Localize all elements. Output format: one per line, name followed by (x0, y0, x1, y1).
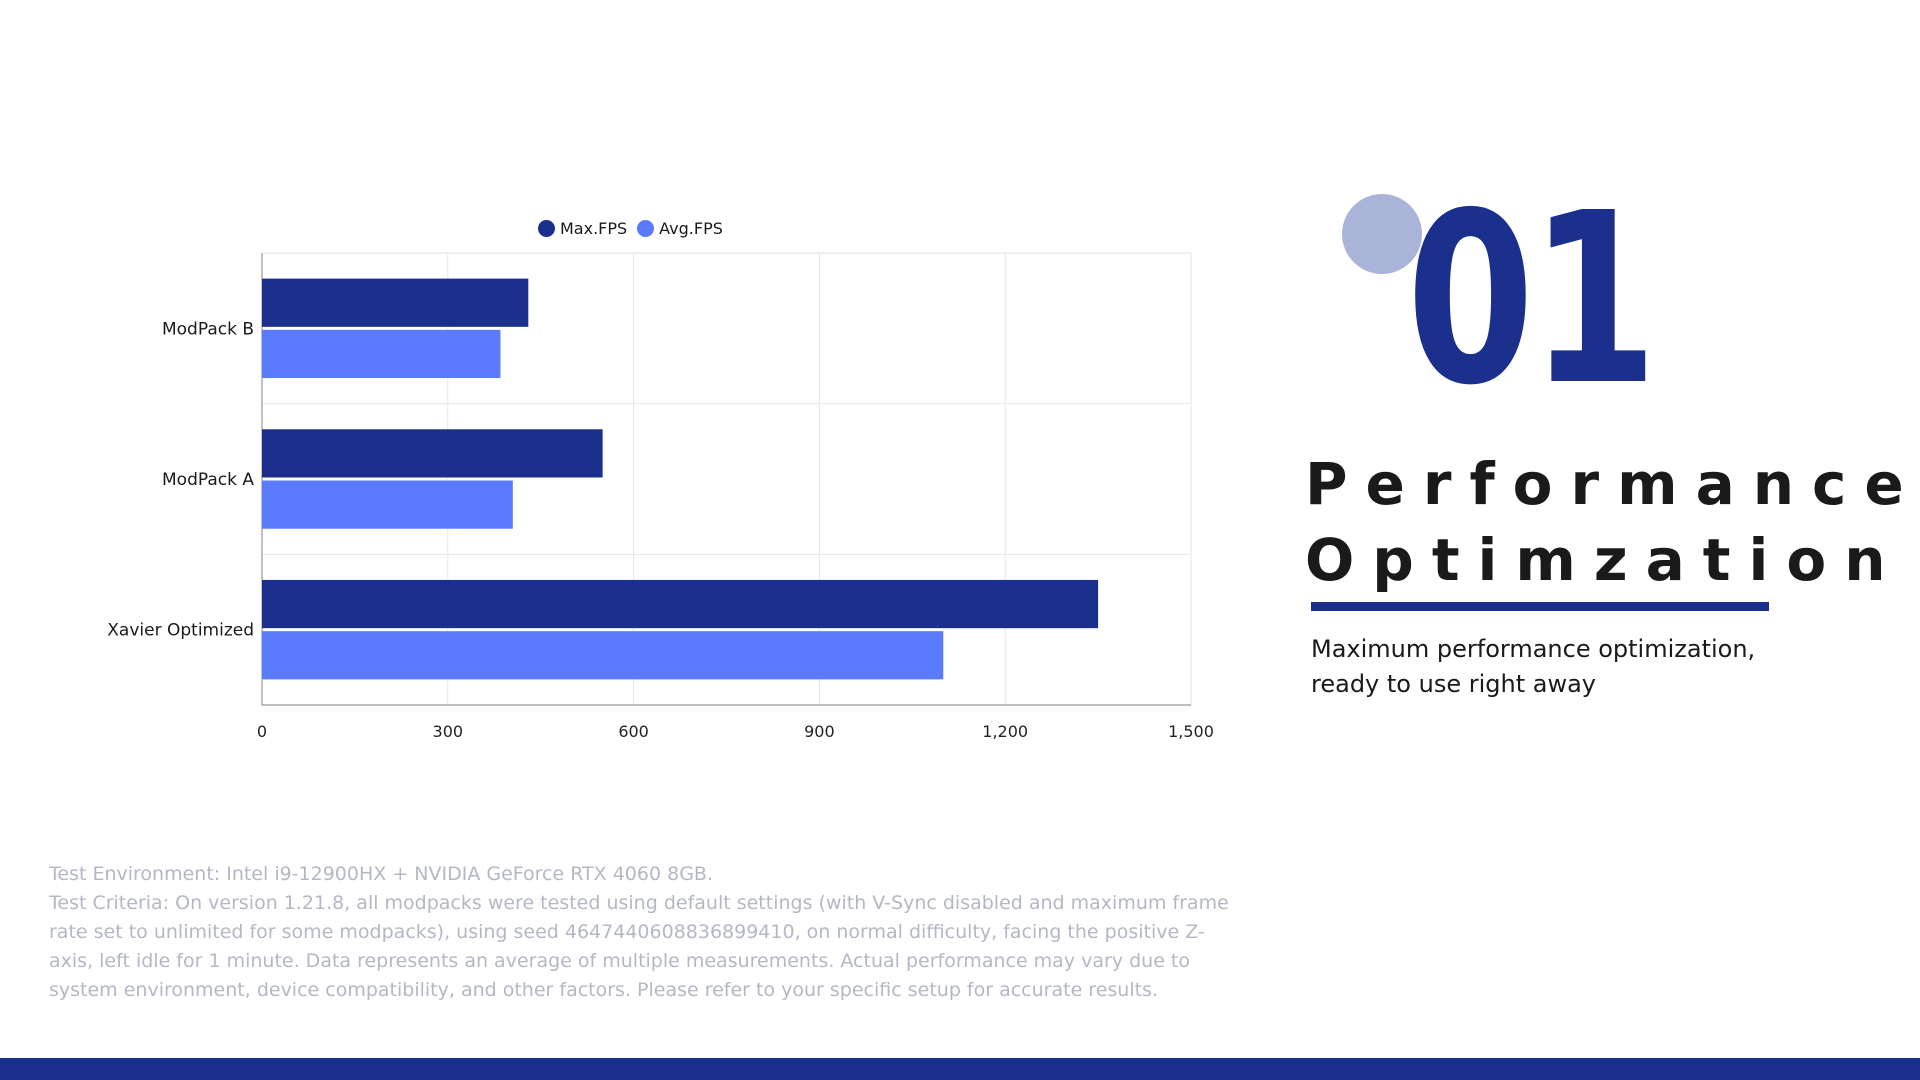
x-tick-label: 300 (433, 722, 464, 741)
y-category-label: ModPack A (162, 470, 254, 490)
bar-avg-fps (262, 631, 944, 680)
legend-item-avg-fps[interactable]: Avg.FPS (637, 219, 723, 238)
chart-bars (262, 278, 1099, 680)
feature-title-line-1: Performance (1305, 450, 1920, 518)
x-tick-label: 0 (257, 722, 267, 741)
chart-grid (261, 252, 1192, 706)
feature-subtitle: Maximum performance optimization, ready … (1311, 632, 1791, 702)
legend-marker-avg-fps (637, 219, 655, 237)
feature-title-line-2: Optimzation (1305, 526, 1904, 594)
x-tick-label: 600 (618, 722, 649, 741)
x-tick-label: 1,500 (1168, 722, 1214, 741)
title-underline (1311, 602, 1769, 611)
x-tick-label: 900 (804, 722, 835, 741)
footnote-environment: Test Environment: Intel i9-12900HX + NVI… (49, 863, 713, 885)
bar-max-fps (262, 429, 603, 478)
x-tick-label: 1,200 (982, 722, 1028, 741)
legend-item-max-fps[interactable]: Max.FPS (538, 219, 627, 238)
y-category-label: ModPack B (162, 319, 254, 339)
chart-legend: Max.FPS Avg.FPS (538, 216, 723, 240)
feature-subtitle-line-1: Maximum performance optimization, (1311, 635, 1756, 663)
bar-max-fps (262, 579, 1099, 629)
legend-label-max-fps: Max.FPS (560, 218, 628, 238)
footnote-criteria: Test Criteria: On version 1.21.8, all mo… (49, 892, 1229, 1001)
legend-marker-max-fps (538, 219, 555, 237)
feature-title: Performance Optimzation (1305, 446, 1904, 598)
y-category-label: Xavier Optimized (107, 621, 254, 641)
decorative-circle (1342, 194, 1422, 274)
fps-bar-chart: 0 300 600 900 1,200 1,500 ModPack B ModPack A Xa… (107, 252, 1214, 741)
bar-max-fps (262, 278, 529, 327)
chart-labels: 0 300 600 900 1,200 1,500 ModPack B ModPack A Xa… (107, 319, 1214, 741)
bar-avg-fps (262, 329, 501, 379)
bar-avg-fps (262, 480, 513, 529)
test-footnote: Test Environment: Intel i9-12900HX + NVI… (49, 860, 1229, 1005)
feature-number: 01 (1406, 162, 1657, 437)
legend-label-avg-fps: Avg.FPS (659, 218, 723, 238)
feature-subtitle-line-2: ready to use right away (1311, 670, 1596, 698)
bottom-accent-bar (0, 1058, 1920, 1080)
